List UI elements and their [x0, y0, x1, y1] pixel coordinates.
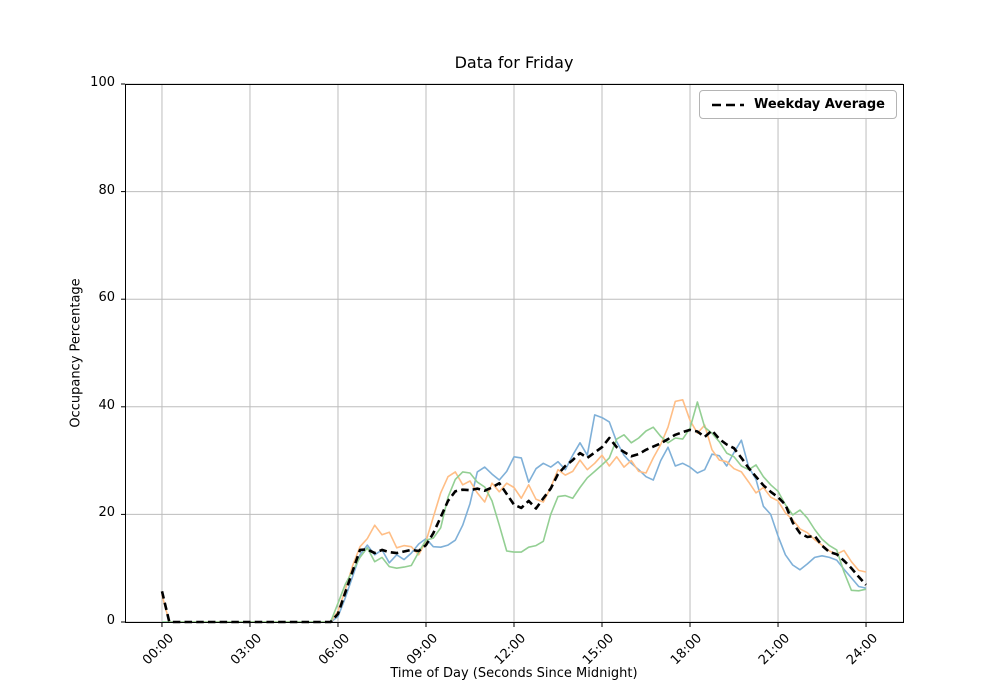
y-tick-label: 100 — [90, 75, 115, 90]
axes-frame — [125, 84, 904, 623]
legend: Weekday Average — [698, 90, 897, 119]
y-tick-label: 80 — [98, 182, 115, 198]
dashed-line-icon — [711, 103, 744, 106]
y-tick-label: 40 — [98, 397, 115, 413]
y-tick-label: 20 — [98, 505, 115, 521]
x-axis-label: Time of Day (Seconds Since Midnight) — [390, 666, 638, 681]
y-tick-label: 0 — [106, 613, 115, 628]
chart-title: Data for Friday — [454, 53, 574, 72]
legend-label: Weekday Average — [753, 97, 885, 112]
y-tick-label: 60 — [98, 290, 115, 306]
